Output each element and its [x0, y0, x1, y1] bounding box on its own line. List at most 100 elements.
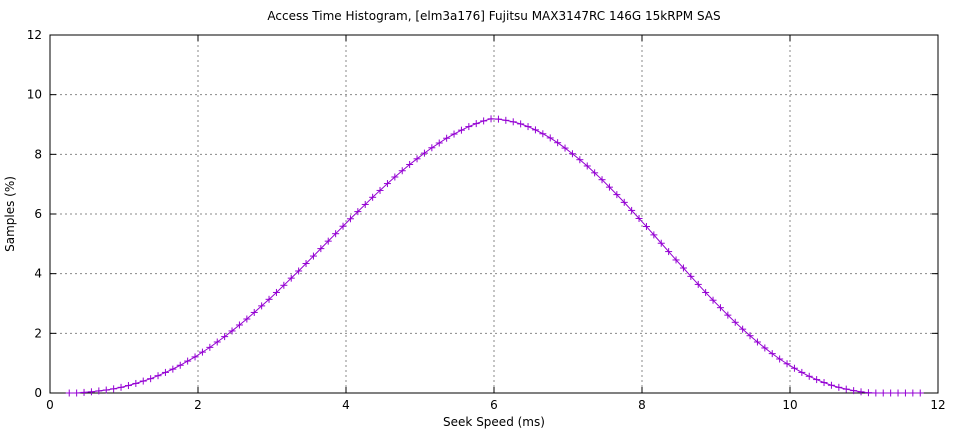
data-point: [457, 126, 465, 134]
data-point: [169, 365, 177, 373]
data-point: [465, 123, 473, 131]
data-point: [376, 186, 384, 194]
data-point: [369, 193, 377, 201]
data-point: [65, 389, 73, 397]
data-point: [398, 167, 406, 175]
x-axis-label: Seek Speed (ms): [443, 415, 545, 429]
data-point: [909, 389, 917, 397]
data-point: [657, 239, 665, 247]
data-point: [642, 223, 650, 231]
series: [65, 115, 924, 397]
data-point: [776, 355, 784, 363]
data-point: [132, 379, 140, 387]
data-point: [531, 126, 539, 134]
chart-title: Access Time Histogram, [elm3a176] Fujits…: [267, 9, 720, 23]
data-point: [287, 274, 295, 282]
data-point: [332, 230, 340, 238]
data-point: [110, 385, 118, 393]
data-point: [753, 338, 761, 346]
data-point: [184, 357, 192, 365]
data-point: [346, 215, 354, 223]
data-point: [73, 389, 81, 397]
data-point: [139, 377, 147, 385]
data-point: [406, 160, 414, 168]
data-point: [783, 360, 791, 368]
data-point: [420, 149, 428, 157]
data-point: [383, 180, 391, 188]
data-point: [198, 348, 206, 356]
data-point: [191, 353, 199, 361]
data-point: [554, 139, 562, 147]
data-point: [309, 252, 317, 260]
data-point: [317, 245, 325, 253]
data-point: [591, 169, 599, 177]
y-tick-label: 0: [34, 386, 42, 400]
data-point: [509, 118, 517, 126]
data-point: [672, 256, 680, 264]
data-point: [731, 318, 739, 326]
data-point: [901, 389, 909, 397]
x-tick-label: 0: [46, 398, 54, 412]
x-tick-label: 4: [342, 398, 350, 412]
series-line: [69, 118, 921, 394]
data-point: [857, 388, 865, 396]
data-point: [628, 206, 636, 214]
y-axis-label: Samples (%): [3, 176, 17, 252]
data-point: [272, 288, 280, 296]
data-point: [413, 155, 421, 163]
data-point: [709, 296, 717, 304]
data-point: [95, 387, 103, 395]
data-point: [665, 248, 673, 256]
y-tick-label: 6: [34, 207, 42, 221]
data-point: [147, 375, 155, 383]
data-point: [716, 304, 724, 312]
data-point: [694, 280, 702, 288]
data-point: [302, 260, 310, 268]
data-point: [879, 389, 887, 397]
data-point: [102, 386, 110, 394]
data-point: [117, 383, 125, 391]
data-point: [887, 389, 895, 397]
data-point: [583, 162, 591, 170]
data-point: [539, 130, 547, 138]
y-tick-label: 10: [27, 88, 42, 102]
data-point: [739, 325, 747, 333]
data-point: [235, 321, 243, 329]
data-point: [176, 361, 184, 369]
x-tick-label: 8: [638, 398, 646, 412]
data-point: [790, 364, 798, 372]
data-point: [761, 344, 769, 352]
data-point: [391, 173, 399, 181]
data-point: [524, 123, 532, 131]
data-point: [443, 134, 451, 142]
data-point: [768, 350, 776, 358]
data-point: [354, 208, 362, 216]
data-point: [494, 115, 502, 123]
data-point: [561, 144, 569, 152]
data-point: [916, 389, 924, 397]
data-point: [842, 385, 850, 393]
data-point: [280, 281, 288, 289]
data-point: [154, 372, 162, 380]
data-point: [265, 295, 273, 303]
data-point: [450, 130, 458, 138]
x-tick-label: 10: [782, 398, 797, 412]
data-point: [835, 383, 843, 391]
data-point: [872, 389, 880, 397]
data-point: [324, 237, 332, 245]
data-point: [295, 267, 303, 275]
data-point: [428, 144, 436, 152]
data-point: [813, 376, 821, 384]
data-point: [502, 116, 510, 124]
data-point: [687, 272, 695, 280]
data-point: [702, 288, 710, 296]
data-point: [161, 368, 169, 376]
data-point: [746, 332, 754, 340]
data-point: [576, 156, 584, 164]
data-point: [487, 115, 495, 123]
x-tick-label: 6: [490, 398, 498, 412]
data-point: [243, 315, 251, 323]
data-point: [820, 379, 828, 387]
